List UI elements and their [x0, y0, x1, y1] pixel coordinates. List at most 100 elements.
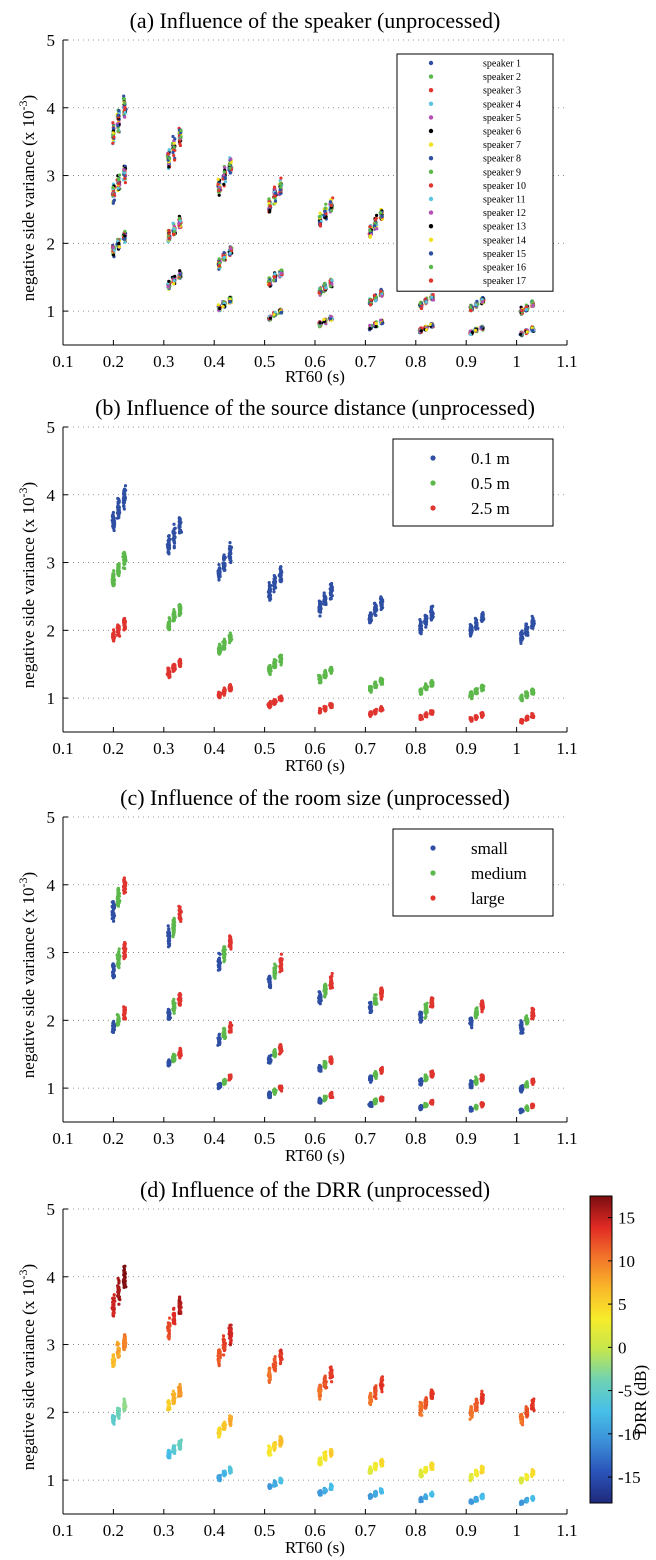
data-point: [223, 176, 227, 181]
legend-label: speaker 14: [483, 235, 526, 246]
legend-marker: [428, 101, 434, 107]
data-point: [317, 215, 321, 219]
data-point: [279, 185, 283, 189]
data-point: [121, 500, 125, 504]
data-point: [172, 282, 176, 286]
data-point: [229, 161, 233, 165]
data-point: [217, 568, 221, 572]
data-point: [228, 171, 232, 175]
data-point: [431, 323, 435, 328]
data-point: [524, 307, 528, 312]
data-point: [368, 303, 373, 307]
data-point: [167, 165, 171, 169]
panel-b-xlabel: RT60 (s): [285, 756, 345, 775]
data-point: [323, 671, 327, 675]
data-point: [112, 248, 116, 252]
data-point: [217, 563, 221, 567]
data-point: [122, 507, 126, 511]
data-point: [228, 251, 232, 255]
data-point: [217, 264, 221, 268]
data-point: [278, 695, 282, 699]
data-point: [223, 166, 227, 170]
data-point: [318, 222, 322, 226]
data-point: [279, 568, 283, 572]
data-point: [273, 272, 277, 276]
legend-marker: [428, 251, 434, 256]
data-point: [168, 236, 172, 240]
data-point: [418, 688, 422, 692]
x-tick-label: 0.1: [52, 352, 73, 371]
data-point: [280, 268, 284, 272]
legend-marker: [428, 142, 434, 147]
data-point: [379, 289, 383, 293]
data-point: [419, 621, 423, 625]
data-point: [519, 332, 523, 336]
data-point: [424, 711, 428, 715]
y-tick-label: 4: [47, 99, 56, 118]
x-tick-label: 0.8: [405, 352, 426, 371]
data-point: [279, 580, 283, 584]
data-point: [171, 665, 175, 669]
data-point: [122, 108, 126, 112]
data-point: [117, 572, 121, 576]
legend-marker: [428, 156, 434, 161]
data-point: [222, 255, 226, 259]
legend-marker: [428, 60, 434, 66]
x-tick-label: 0.6: [304, 739, 325, 758]
data-point: [330, 278, 334, 282]
data-point: [216, 182, 220, 187]
x-tick-label: 0.5: [254, 739, 275, 758]
data-point: [111, 141, 115, 145]
data-point: [177, 613, 181, 618]
legend-label: speaker 10: [483, 181, 526, 192]
data-point: [373, 218, 377, 222]
data-point: [217, 193, 221, 197]
data-point: [480, 300, 484, 304]
x-tick-label: 0.2: [103, 739, 124, 758]
data-point: [273, 582, 277, 587]
data-point: [172, 618, 176, 623]
data-point: [323, 209, 327, 213]
data-point: [268, 699, 272, 704]
data-point: [268, 282, 272, 286]
data-point: [122, 94, 126, 98]
data-point: [430, 605, 434, 609]
data-point: [111, 246, 115, 250]
data-point: [324, 286, 328, 290]
data-point: [368, 618, 373, 622]
data-point: [272, 275, 276, 279]
data-point: [273, 661, 278, 666]
data-point: [328, 317, 332, 321]
data-point: [167, 148, 171, 152]
data-point: [322, 601, 327, 606]
legend-label: speaker 5: [483, 113, 521, 124]
data-point: [330, 282, 334, 286]
panel-b-plot: 0.1 0.2 0.3 0.4 0.5 0.6 0.7 0.8 0.9 1 1.1123450.1 …: [47, 418, 578, 758]
data-point: [117, 500, 121, 504]
y-tick-label: 5: [47, 418, 56, 437]
data-point: [217, 691, 221, 695]
data-point: [178, 529, 182, 533]
data-point: [228, 641, 232, 645]
x-tick-label: 1: [512, 352, 521, 371]
data-point: [272, 590, 276, 594]
data-point: [117, 505, 121, 509]
data-point: [322, 317, 326, 321]
data-point: [111, 186, 115, 190]
data-point: [171, 232, 175, 236]
data-point: [173, 274, 177, 278]
data-point: [329, 596, 333, 600]
data-point: [178, 269, 182, 273]
data-point: [374, 321, 378, 326]
data-point: [273, 578, 277, 582]
data-point: [173, 526, 177, 530]
data-point: [172, 546, 176, 550]
legend-marker: [428, 169, 434, 174]
data-point: [172, 541, 177, 545]
legend-label: speaker 12: [483, 208, 526, 219]
data-point: [379, 709, 383, 713]
data-point: [272, 278, 276, 282]
data-point: [172, 145, 176, 149]
data-point: [179, 129, 183, 133]
scatter-points: [110, 94, 536, 338]
